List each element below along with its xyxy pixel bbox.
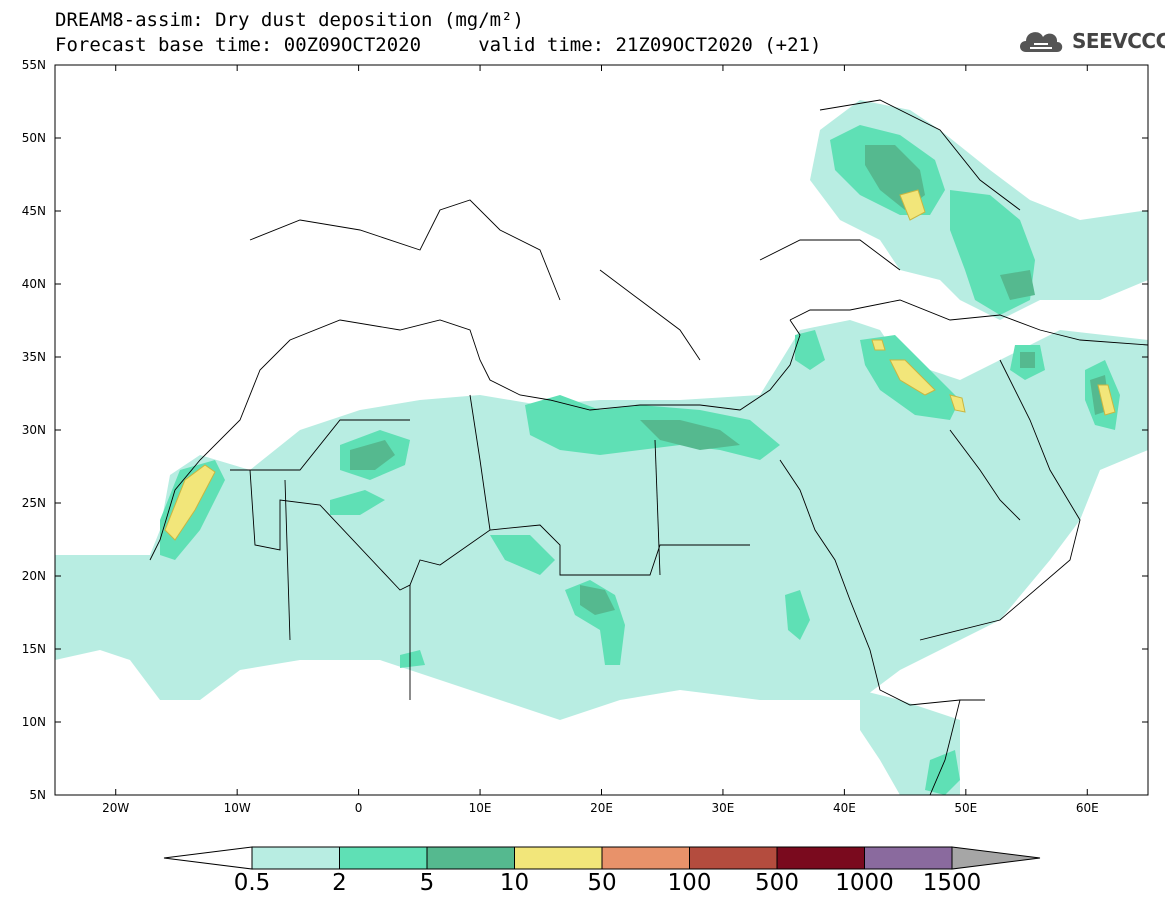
lat-label: 35N [21, 350, 46, 364]
colorbar-box [864, 846, 953, 870]
lon-label: 50E [954, 801, 978, 815]
lon-label: 60E [1075, 801, 1099, 815]
lat-label: 30N [21, 423, 46, 437]
cloud-icon [1020, 32, 1063, 52]
colorbar-label: 1500 [922, 870, 982, 896]
lat-label: 20N [21, 569, 46, 583]
colorbar-label: 2 [332, 870, 347, 896]
lat-label: 45N [21, 204, 46, 218]
lat-label: 15N [21, 642, 46, 656]
lat-label: 55N [21, 58, 46, 72]
lon-label: 10E [468, 801, 492, 815]
lat-label: 50N [21, 131, 46, 145]
forecast-time-info: Forecast base time: 00Z09OCT2020 valid t… [55, 34, 822, 56]
lon-label: 20W [102, 801, 130, 815]
colorbar-label: 1000 [835, 870, 894, 896]
colorbar-box [776, 846, 865, 870]
dust-field [55, 99, 1148, 795]
lat-label: 40N [21, 277, 46, 291]
colorbar-box [689, 846, 778, 870]
logo-text: SEEVCCC [1072, 29, 1165, 53]
colorbar-box [339, 846, 428, 870]
colorbar [163, 846, 1041, 870]
lat-label: 25N [21, 496, 46, 510]
lon-label: 10W [223, 801, 251, 815]
colorbar-label: 500 [755, 870, 799, 896]
colorbar-label: 100 [667, 870, 712, 896]
lon-label: 0 [354, 801, 363, 815]
colorbar-box [426, 846, 515, 870]
colorbar-label: 5 [419, 870, 435, 896]
dust-level-very-high [164, 189, 1116, 541]
seevccc-logo: SEEVCCC [1016, 24, 1165, 58]
colorbar-box [601, 846, 690, 870]
coastlines [149, 99, 1148, 795]
lat-label: 5N [29, 788, 46, 802]
lon-label: 30E [711, 801, 735, 815]
lon-label: 20E [590, 801, 613, 815]
colorbar-under-arrow [163, 846, 253, 870]
map-title: DREAM8-assim: Dry dust deposition (mg/m²… [55, 9, 524, 31]
colorbar-label: 50 [587, 870, 617, 896]
lat-label: 10N [21, 715, 46, 729]
colorbar-label: 0.5 [233, 870, 271, 896]
colorbar-box [514, 846, 603, 870]
axis-ticks [55, 64, 1148, 796]
colorbar-label: 10 [499, 870, 530, 896]
colorbar-box [251, 846, 340, 870]
colorbar-over-arrow [951, 846, 1041, 870]
lon-label: 40E [832, 801, 856, 815]
